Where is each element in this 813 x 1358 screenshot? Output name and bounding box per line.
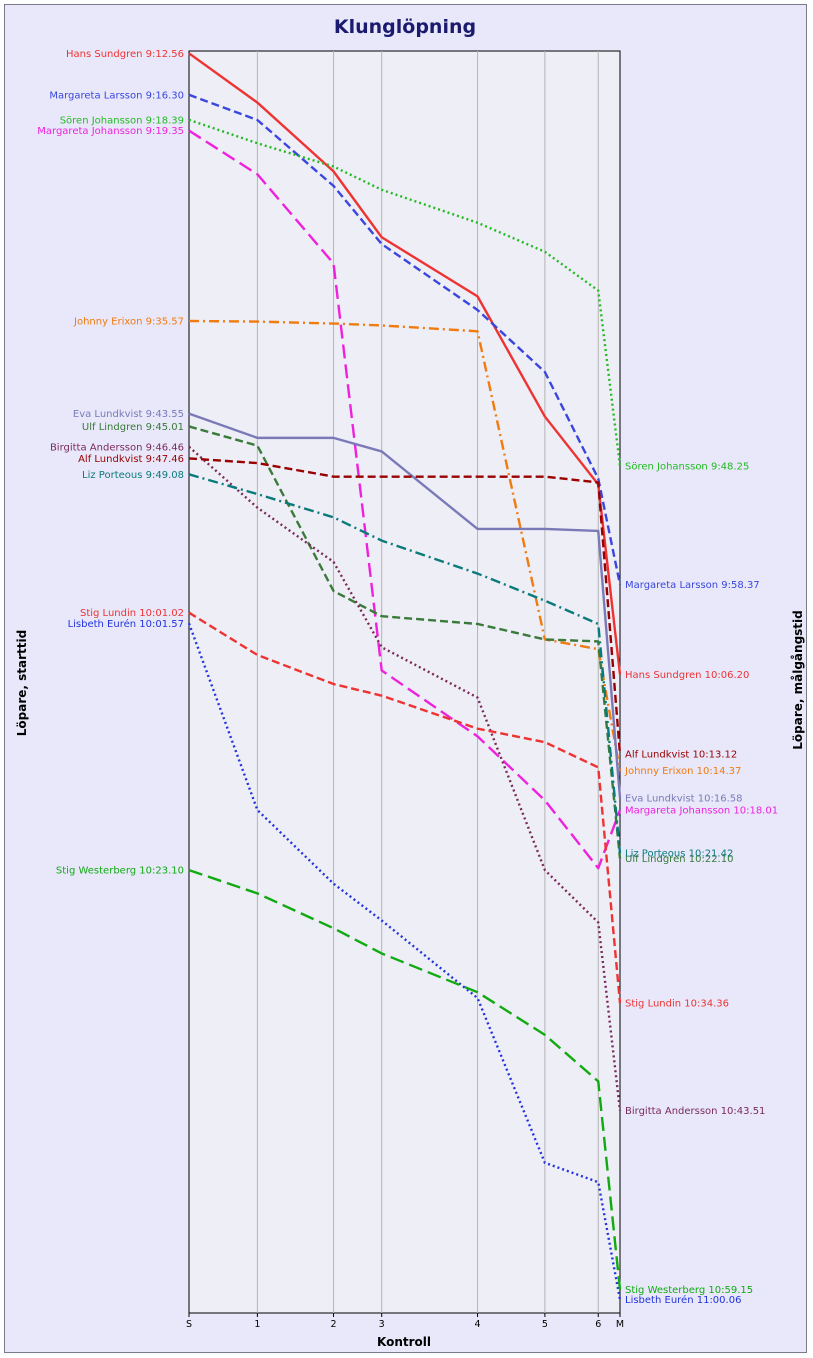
start-label: Lisbeth Eurén 10:01.57: [68, 618, 184, 630]
end-label: Alf Lundkvist 10:13.12: [625, 750, 737, 761]
end-label: Johnny Erixon 10:14.37: [624, 766, 741, 777]
series-line: [188, 457, 622, 755]
series-line: [188, 118, 622, 467]
x-axis-title: Kontroll: [377, 1335, 431, 1349]
end-label: Hans Sundgren 10:06.20: [625, 670, 749, 681]
x-tick-label: 2: [331, 1319, 337, 1330]
end-label: Eva Lundkvist 10:16.58: [625, 794, 742, 805]
start-label: Margareta Johansson 9:19.35: [37, 126, 184, 137]
y-axis-title-left: Löpare, starttid: [15, 630, 29, 736]
series-line: [188, 868, 622, 1290]
series-line: [188, 52, 622, 675]
series-lines: [187, 52, 622, 1300]
end-label: Margareta Johansson 10:18.01: [625, 806, 778, 817]
start-label: Birgitta Andersson 9:46.46: [50, 442, 184, 453]
series-line: [188, 129, 622, 870]
end-label: Birgitta Andersson 10:43.51: [625, 1106, 765, 1117]
series-line: [188, 93, 622, 585]
series-line: [188, 425, 622, 859]
end-label: Stig Westerberg 10:59.15: [625, 1285, 753, 1296]
x-ticks: S 1 2 3 4 5 6 M: [186, 1313, 624, 1330]
start-label: Sören Johansson 9:18.39: [60, 115, 184, 126]
x-tick-label: 1: [254, 1319, 260, 1330]
plot-area: [188, 50, 621, 1314]
x-tick-label: 6: [595, 1319, 601, 1330]
y-axis-title-right: Löpare, målgångstid: [791, 610, 805, 750]
series-line: [188, 473, 622, 854]
x-tick-label: 5: [542, 1319, 548, 1330]
start-label: Ulf Lindgren 9:45.01: [82, 422, 184, 433]
x-tick-label: 4: [475, 1319, 481, 1330]
end-label: Lisbeth Eurén 11:00.06: [625, 1294, 741, 1306]
start-label: Stig Lundin 10:01.02: [80, 608, 184, 619]
grid-lines: [256, 51, 599, 1313]
x-tick-label: S: [186, 1319, 192, 1330]
series-line: [188, 319, 622, 771]
series-line: [188, 412, 622, 799]
x-tick-label: 3: [379, 1319, 385, 1330]
series-line: [187, 622, 622, 1300]
start-label: Johnny Erixon 9:35.57: [73, 316, 184, 327]
end-label: Margareta Larsson 9:58.37: [625, 580, 760, 591]
start-label: Margareta Larsson 9:16.30: [49, 90, 184, 101]
start-label: Eva Lundkvist 9:43.55: [73, 409, 184, 420]
start-label: Liz Porteous 9:49.08: [82, 470, 184, 481]
chart-title: Klunglöpning: [334, 16, 476, 38]
start-label: Alf Lundkvist 9:47.46: [78, 454, 184, 465]
start-label: Stig Westerberg 10:23.10: [56, 866, 184, 877]
end-label: Liz Porteous 10:21.42: [625, 849, 733, 860]
end-label: Ulf Lindgren 10:22.10: [625, 854, 733, 865]
end-label: Stig Lundin 10:34.36: [625, 999, 729, 1010]
x-tick-label: M: [616, 1319, 624, 1330]
start-label: Hans Sundgren 9:12.56: [66, 49, 184, 60]
end-label: Sören Johansson 9:48.25: [625, 461, 749, 472]
runner-labels: Hans Sundgren 9:12.56 Hans Sundgren 10:06…: [37, 49, 778, 1306]
